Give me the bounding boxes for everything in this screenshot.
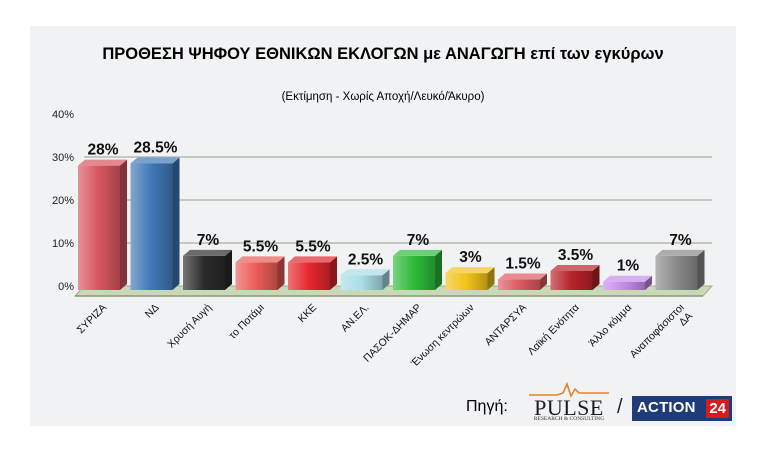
bar (130, 163, 173, 290)
x-tick-label-line: ΝΔ (143, 302, 162, 321)
bar-side (645, 275, 652, 290)
y-tick-label: 40% (52, 109, 74, 121)
bar (340, 275, 383, 290)
x-tick-label: ΑναποφάσιστοιΔΑ (628, 301, 696, 369)
pulse-logo: PULSE RESEARCH & CONSULTING (527, 380, 611, 424)
bar (288, 262, 330, 290)
bar-top (550, 264, 600, 271)
x-tick-label-line: Άλλο κόμμα (587, 302, 635, 350)
bar-side (697, 249, 705, 290)
x-tick-label: Άλλο κόμμα (587, 302, 635, 350)
x-tick-label-line: ΚΚΕ (296, 302, 319, 325)
pulse-logo-word: PULSE (534, 395, 604, 420)
bar (603, 281, 645, 290)
data-label: 2.5% (348, 251, 384, 268)
x-tick-label: ΚΚΕ (296, 302, 319, 325)
bar (183, 255, 225, 290)
x-tick-label-line: ΣΥΡΙΖΑ (75, 302, 110, 337)
pulse-logo-sub: RESEARCH & CONSULTING (533, 416, 605, 422)
source-separator: / (617, 396, 623, 418)
bar-top (445, 267, 495, 274)
bar-side (435, 249, 442, 290)
x-tick-label: Λαϊκή Ενότητα (525, 302, 581, 358)
x-tick-label-line: ΑΝΤΑΡΣΥΑ (482, 302, 529, 349)
bar-side (225, 249, 232, 290)
bar-top (393, 249, 442, 256)
bar-side (120, 159, 127, 290)
x-tick-label: ΣΥΡΙΖΑ (75, 302, 110, 337)
source-label: Πηγή: (466, 398, 508, 415)
y-tick-label: 30% (52, 152, 74, 164)
data-label: 28% (87, 142, 118, 159)
bar-side (382, 269, 390, 290)
bar-top (340, 269, 390, 276)
data-label: 1.5% (505, 256, 541, 273)
data-label: 7% (407, 232, 430, 249)
data-label: 5.5% (295, 238, 331, 255)
bar (235, 262, 278, 290)
bar (78, 165, 120, 290)
action24-logo: ACTION 24 (632, 396, 732, 421)
bar (498, 279, 540, 290)
x-tick-label: ΑΝ.ΕΛ. (339, 302, 372, 335)
x-tick-label-line: ΑΝ.ΕΛ. (339, 302, 372, 335)
x-tick-label: το Ποτάμι (227, 301, 267, 341)
data-label: 28.5% (134, 139, 178, 156)
data-label: 7% (197, 232, 220, 249)
bar-side (592, 264, 600, 290)
pulse-wave-icon (529, 381, 609, 398)
action24-logo-word: ACTION (637, 399, 696, 416)
bar-top (603, 275, 652, 282)
x-tick-label-line: Χρυσή Αυγή (165, 302, 214, 351)
bar (393, 255, 435, 290)
x-tick-label: ΑΝΤΑΡΣΥΑ (482, 302, 529, 349)
x-tick-label-line: Λαϊκή Ενότητα (525, 302, 581, 358)
bar-top (235, 256, 285, 263)
bar-side (330, 256, 337, 290)
x-tick-label-line: Αναποφάσιστοι (628, 301, 687, 360)
chart-subtitle: (Εκτίμηση - Χωρίς Αποχή/Λευκό/Άκυρο) (281, 91, 485, 103)
bar-side (277, 256, 285, 290)
data-label: 3.5% (558, 247, 594, 264)
action24-logo-number: 24 (706, 399, 729, 418)
bar-top (130, 157, 180, 164)
y-tick-label: 10% (52, 238, 74, 250)
data-label: 1% (617, 258, 640, 275)
y-tick-label: 0% (58, 281, 74, 293)
y-tick-label: 20% (52, 195, 74, 207)
bar-side (487, 267, 495, 290)
bar-top (655, 249, 705, 256)
bar (550, 270, 593, 290)
bar (445, 273, 488, 290)
bar-top (183, 249, 232, 256)
bar-top (498, 273, 547, 280)
chart-title: ΠΡΟΘΕΣΗ ΨΗΦΟΥ ΕΘΝΙΚΩΝ ΕΚΛΟΓΩΝ με ΑΝΑΓΩΓΗ… (102, 45, 664, 63)
data-label: 7% (669, 232, 692, 249)
bar (655, 255, 698, 290)
data-label: 3% (459, 249, 482, 266)
bar-top (288, 256, 337, 263)
data-label: 5.5% (243, 238, 279, 255)
x-tick-label: Χρυσή Αυγή (165, 302, 214, 351)
bar-top (78, 159, 127, 166)
bar-side (172, 157, 180, 290)
x-tick-label: ΝΔ (143, 302, 162, 321)
x-tick-label-line: το Ποτάμι (227, 301, 267, 341)
bar-side (540, 273, 547, 290)
